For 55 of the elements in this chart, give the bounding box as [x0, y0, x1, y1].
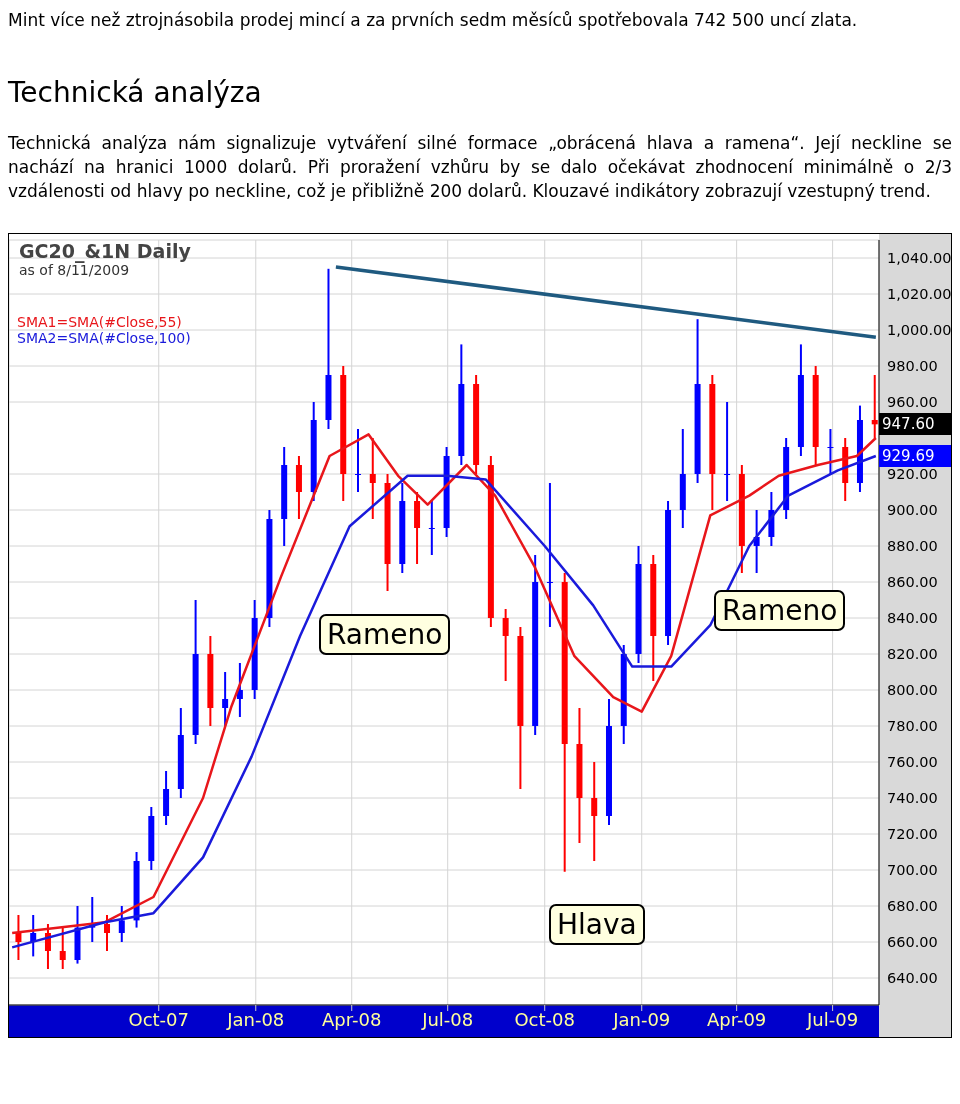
text: 947.60 — [879, 413, 951, 435]
candlestick — [104, 914, 111, 952]
y-tick-label: 820.00 — [887, 646, 938, 663]
candlestick — [871, 374, 878, 439]
x-tick-label: Jan-09 — [612, 1008, 671, 1030]
x-tick-label: Jan-08 — [226, 1008, 285, 1030]
y-tick-label: 720.00 — [887, 826, 938, 843]
y-tick-label: 700.00 — [887, 862, 938, 879]
y-tick-label: 680.00 — [887, 898, 938, 915]
candlestick — [428, 500, 435, 556]
text: SMA2=SMA(#Close,100) — [17, 330, 191, 346]
text: as of 8/11/2009 — [19, 262, 131, 278]
annotation: Rameno — [714, 590, 846, 631]
y-tick-label: 1,040.00 — [887, 250, 952, 267]
y-tick-label: 840.00 — [887, 610, 938, 627]
y-tick-label: 1,020.00 — [887, 286, 952, 303]
text: Mint více než ztrojnásobila prodej mincí a za prvních sedm měsíců spotřebovala 742 500 uncí zlata. — [8, 9, 859, 32]
y-tick-label: 760.00 — [887, 754, 938, 771]
y-tick-label: 640.00 — [887, 970, 938, 987]
text: Technická analýza nám signalizuje vytváření silné formace „obrácená hlava a ramena“. Její neckline se nachází na hranici 1000 dolarů. Při proražení vzhůru by se dalo očekávat zhodnocení minimálně o 2/3 vzdálenosti od hlavy po neckline, což je přibližně 200 dolarů. Klouzavé indikátory zobrazují vzestupný trend. — [8, 132, 952, 203]
text: SMA1=SMA(#Close,55) — [17, 314, 183, 330]
x-tick-label: Jul-09 — [806, 1008, 859, 1030]
annotation: Rameno — [319, 614, 451, 655]
candlestick — [369, 437, 376, 520]
chart-title: GC20_&1N Daily — [19, 240, 191, 262]
y-tick-label: 960.00 — [887, 394, 938, 411]
candlestick — [546, 482, 553, 628]
y-tick-label: 740.00 — [887, 790, 938, 807]
y-tick-label: 800.00 — [887, 682, 938, 699]
y-tick-label: 660.00 — [887, 934, 938, 951]
candlestick — [502, 608, 509, 682]
y-tick-label: 1,000.00 — [887, 322, 952, 339]
y-tick-label: 780.00 — [887, 718, 938, 735]
text: 929.69 — [879, 445, 951, 467]
annotation: Hlava — [549, 904, 645, 945]
y-tick-label: 900.00 — [887, 502, 938, 519]
x-tick-label: Jul-08 — [421, 1008, 474, 1030]
y-tick-label: 880.00 — [887, 538, 938, 555]
candlestick — [118, 905, 125, 943]
y-tick-label: 980.00 — [887, 358, 938, 375]
x-tick-label: Apr-09 — [706, 1008, 767, 1030]
candlestick — [59, 926, 66, 970]
x-tick-label: Oct-07 — [128, 1008, 190, 1030]
y-tick-label: 860.00 — [887, 574, 938, 591]
y-tick-label: 920.00 — [887, 466, 938, 483]
x-tick-label: Apr-08 — [322, 1008, 382, 1030]
x-tick-label: Oct-08 — [514, 1008, 575, 1030]
candlestick — [15, 914, 22, 961]
candlestick — [222, 671, 229, 727]
candlestick — [724, 401, 731, 502]
candlestick — [591, 761, 598, 862]
candlestick — [827, 428, 834, 475]
text: Technická analýza — [8, 76, 263, 109]
candlestick — [236, 662, 243, 718]
candlestick — [355, 428, 361, 493]
